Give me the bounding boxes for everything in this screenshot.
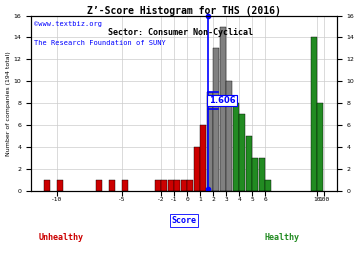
Bar xyxy=(239,114,246,191)
Y-axis label: Number of companies (194 total): Number of companies (194 total) xyxy=(5,51,10,156)
Bar xyxy=(318,103,324,191)
Bar xyxy=(226,81,232,191)
Bar xyxy=(246,136,252,191)
Text: Sector: Consumer Non-Cyclical: Sector: Consumer Non-Cyclical xyxy=(108,28,252,37)
Bar xyxy=(200,125,206,191)
Bar xyxy=(259,158,265,191)
Bar xyxy=(187,180,193,191)
Bar xyxy=(213,48,219,191)
Bar xyxy=(311,38,317,191)
Text: 1.606: 1.606 xyxy=(209,96,235,105)
Bar xyxy=(96,180,102,191)
Bar xyxy=(168,180,174,191)
X-axis label: Score: Score xyxy=(171,216,197,225)
Bar xyxy=(207,92,213,191)
Bar xyxy=(174,180,180,191)
Title: Z’-Score Histogram for THS (2016): Z’-Score Histogram for THS (2016) xyxy=(87,6,281,16)
Bar xyxy=(122,180,128,191)
Bar xyxy=(57,180,63,191)
Bar xyxy=(155,180,161,191)
Bar xyxy=(233,103,239,191)
Bar xyxy=(265,180,271,191)
Bar xyxy=(181,180,187,191)
Text: Unhealthy: Unhealthy xyxy=(39,233,84,242)
Bar xyxy=(252,158,258,191)
Bar xyxy=(109,180,115,191)
Text: ©www.textbiz.org: ©www.textbiz.org xyxy=(34,21,102,27)
Bar xyxy=(194,147,200,191)
Bar xyxy=(161,180,167,191)
Text: The Research Foundation of SUNY: The Research Foundation of SUNY xyxy=(34,40,166,46)
Bar xyxy=(44,180,50,191)
Bar xyxy=(220,26,226,191)
Text: Healthy: Healthy xyxy=(264,233,299,242)
